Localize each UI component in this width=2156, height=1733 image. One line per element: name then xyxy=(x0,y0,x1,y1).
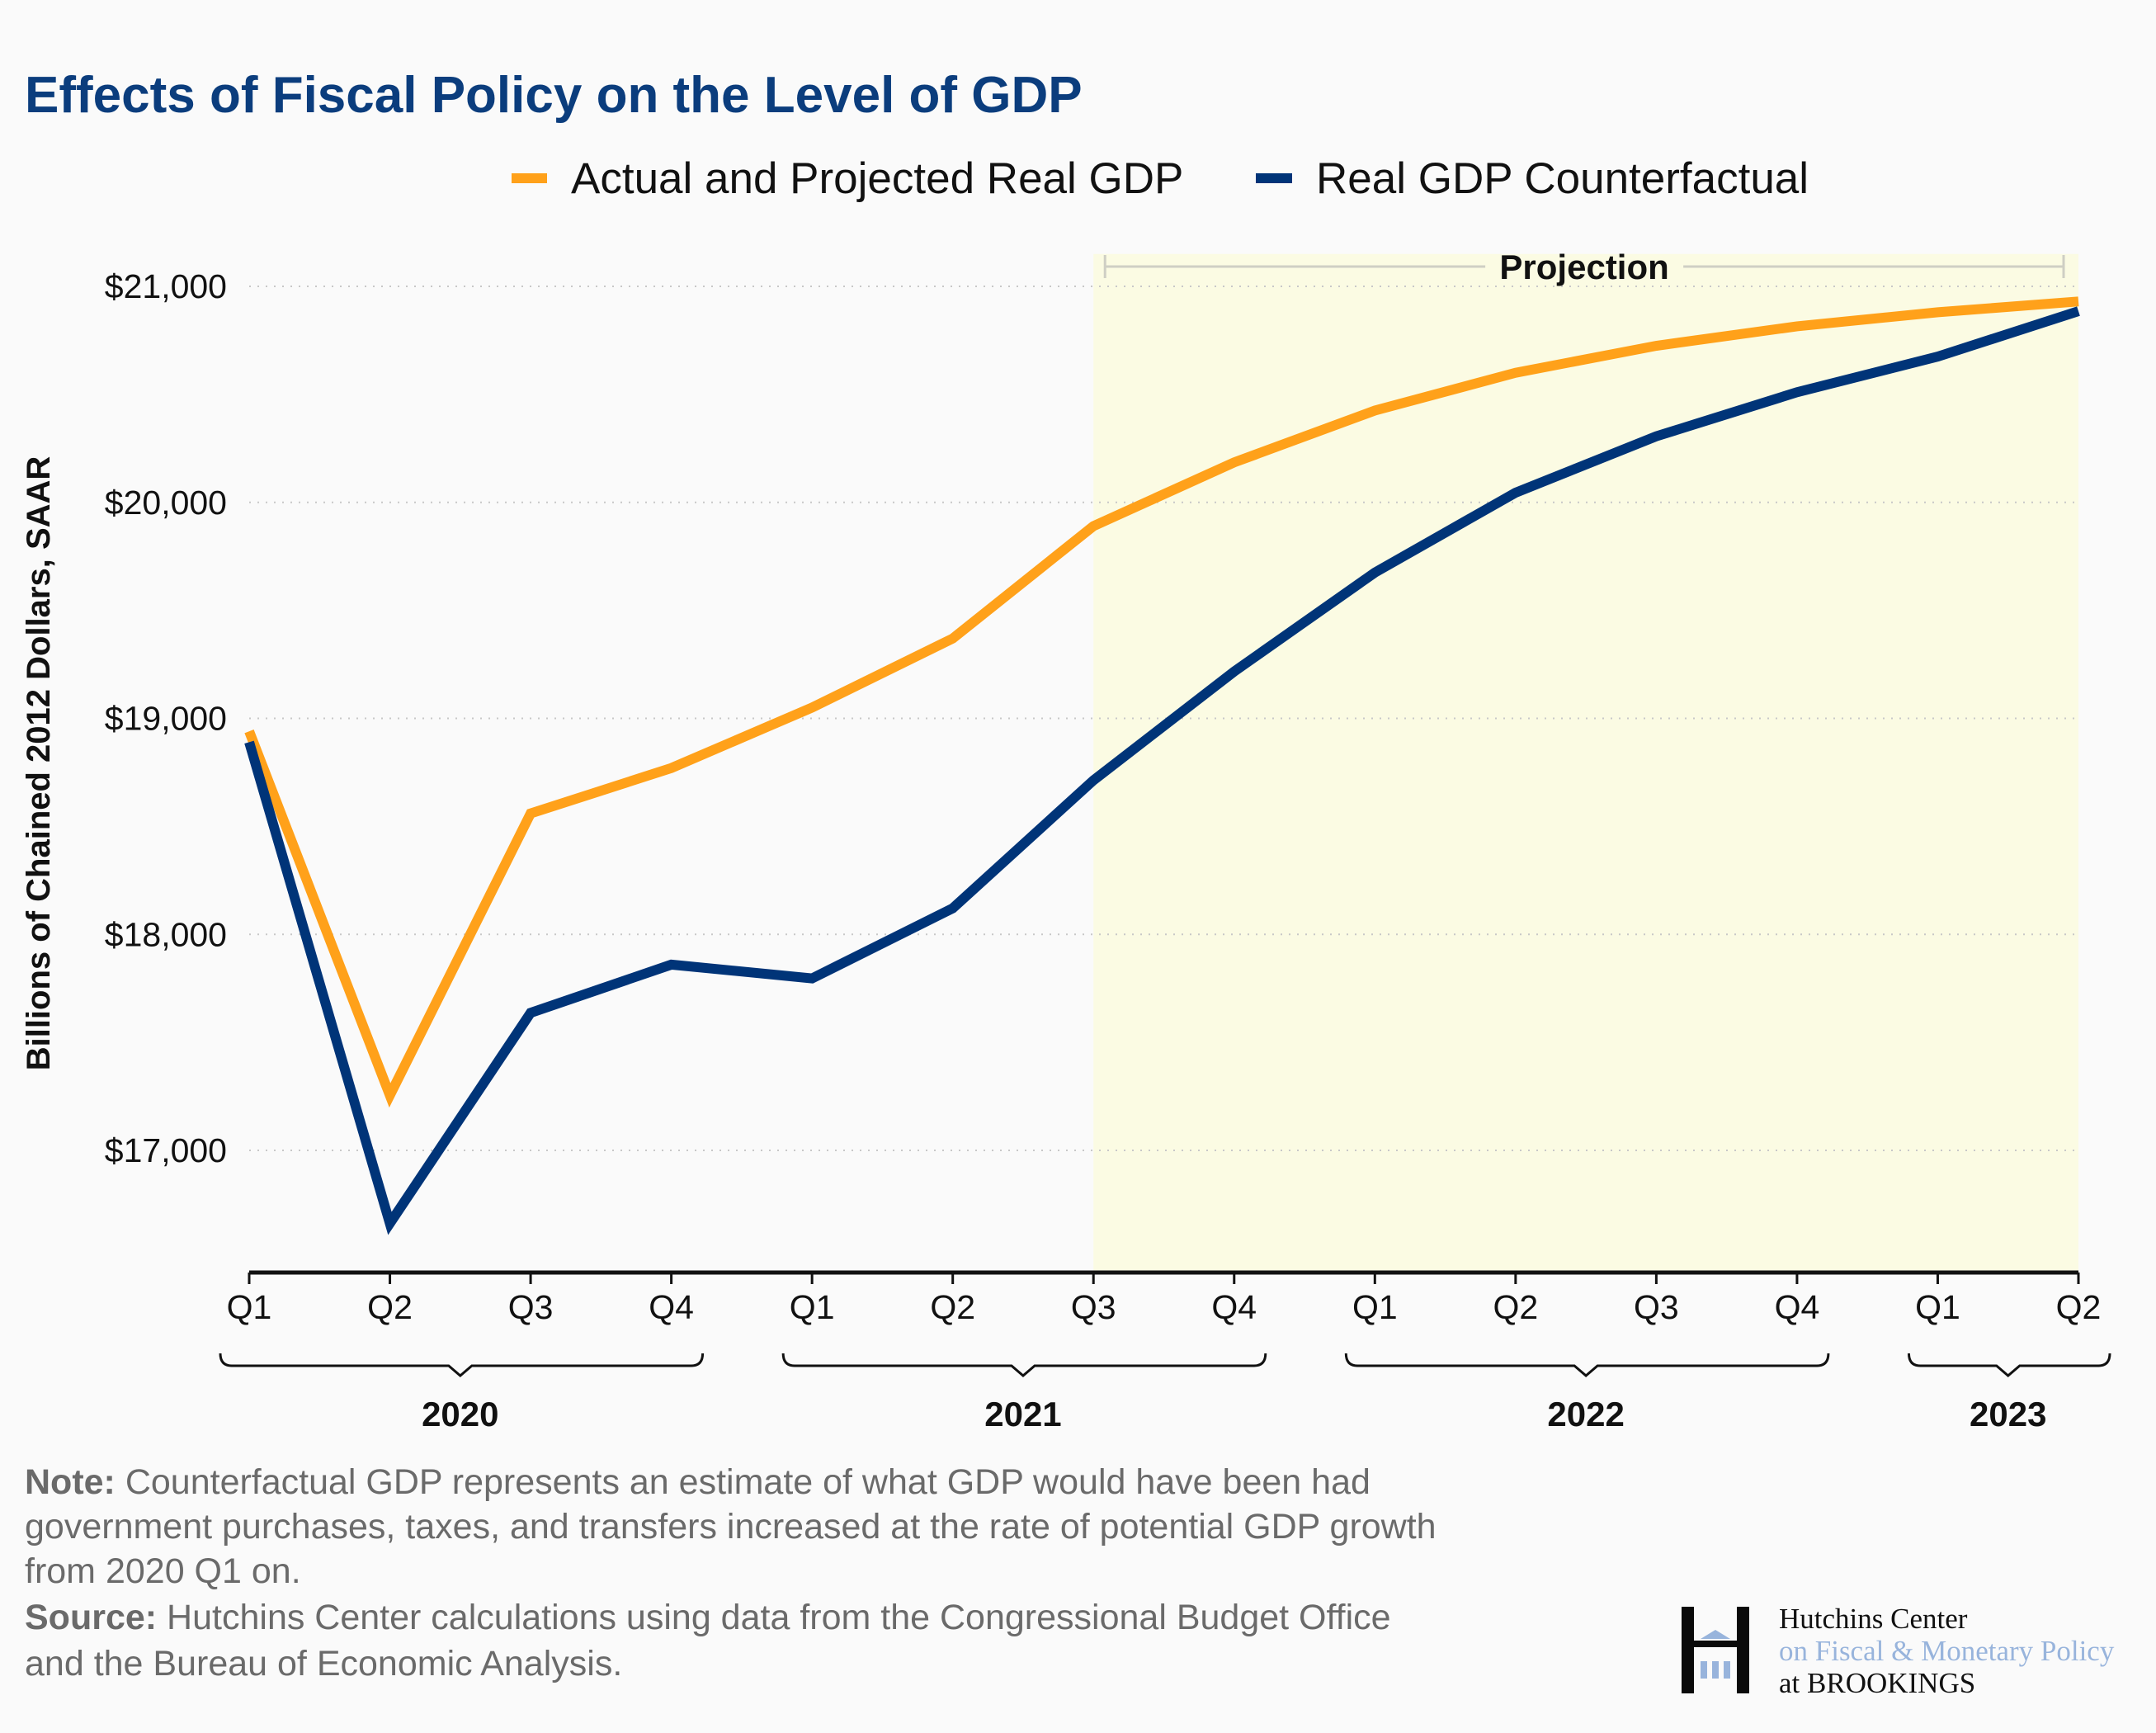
x-tick-label: Q2 xyxy=(367,1288,413,1326)
x-tick-label: Q3 xyxy=(508,1288,554,1326)
chart-title: Effects of Fiscal Policy on the Level of… xyxy=(25,67,1083,124)
y-tick-label: $17,000 xyxy=(105,1131,227,1169)
x-tick-label: Q4 xyxy=(1775,1288,1820,1326)
y-tick-label: $18,000 xyxy=(105,915,227,953)
year-label: 2020 xyxy=(422,1395,498,1433)
y-axis-label: Billions of Chained 2012 Dollars, SAAR xyxy=(21,456,57,1071)
logo-h-icon xyxy=(1682,1607,1749,1693)
note-line-1: Note: Counterfactual GDP represents an e… xyxy=(25,1462,1370,1502)
x-tick-label: Q2 xyxy=(1493,1288,1538,1326)
projection-bracket: Projection xyxy=(1103,248,2065,286)
x-tick-label: Q3 xyxy=(1634,1288,1679,1326)
y-tick-label: $21,000 xyxy=(105,267,227,305)
y-tick-label: $20,000 xyxy=(105,484,227,522)
source-text: Hutchins Center calculations using data … xyxy=(157,1598,1390,1637)
note-line-3: from 2020 Q1 on. xyxy=(25,1551,301,1591)
series-lines xyxy=(244,296,2080,1235)
series-line-actual xyxy=(244,296,2079,1108)
x-tick-label: Q4 xyxy=(1211,1288,1257,1326)
note-text: Counterfactual GDP represents an estimat… xyxy=(116,1462,1370,1502)
y-tick-label: $19,000 xyxy=(105,700,227,738)
year-brace xyxy=(1907,1353,2111,1377)
logo-line-2: on Fiscal & Monetary Policy xyxy=(1779,1635,2115,1667)
year-label: 2023 xyxy=(1970,1395,2046,1433)
note-line-2: government purchases, taxes, and transfe… xyxy=(25,1507,1437,1546)
x-tick-label: Q3 xyxy=(1071,1288,1116,1326)
note: Note: Counterfactual GDP represents an e… xyxy=(25,1462,1437,1683)
year-brace xyxy=(781,1353,1267,1377)
note-label: Note: xyxy=(25,1462,116,1502)
series-line-counterfactual xyxy=(244,306,2080,1235)
projection-shade xyxy=(1093,253,2078,1273)
hutchins-logo: Hutchins Center on Fiscal & Monetary Pol… xyxy=(1682,1603,2115,1699)
source-label: Source: xyxy=(25,1598,157,1637)
source-line-2: and the Bureau of Economic Analysis. xyxy=(25,1644,622,1683)
logo-line-1: Hutchins Center xyxy=(1779,1603,1968,1635)
x-tick-label: Q2 xyxy=(930,1288,975,1326)
x-tick-label: Q1 xyxy=(790,1288,835,1326)
x-tick-label: Q1 xyxy=(227,1288,272,1326)
y-axis-ticks: $17,000 $18,000 $19,000 $20,000 $21,000 xyxy=(105,267,227,1169)
x-tick-label: Q1 xyxy=(1915,1288,1960,1326)
projection-label: Projection xyxy=(1499,248,1668,286)
legend: Actual and Projected Real GDP Real GDP C… xyxy=(512,154,1809,203)
legend-label-actual: Actual and Projected Real GDP xyxy=(571,154,1183,203)
logo-line-3: at BROOKINGS xyxy=(1779,1667,1975,1699)
year-brace xyxy=(1344,1353,1830,1377)
year-label: 2021 xyxy=(984,1395,1061,1433)
year-brace xyxy=(219,1353,705,1377)
x-tick-label: Q4 xyxy=(649,1288,694,1326)
x-tick-label: Q1 xyxy=(1352,1288,1398,1326)
year-label: 2022 xyxy=(1547,1395,1624,1433)
legend-label-counterfactual: Real GDP Counterfactual xyxy=(1316,154,1809,203)
x-axis: Q1 Q2 Q3 Q4 Q1 Q2 Q3 Q4 Q1 Q2 Q3 Q4 Q1 Q2 2020 2021 2022… xyxy=(219,1270,2111,1433)
source-line-1: Source: Hutchins Center calculations usi… xyxy=(25,1598,1391,1637)
x-tick-label: Q2 xyxy=(2056,1288,2102,1326)
